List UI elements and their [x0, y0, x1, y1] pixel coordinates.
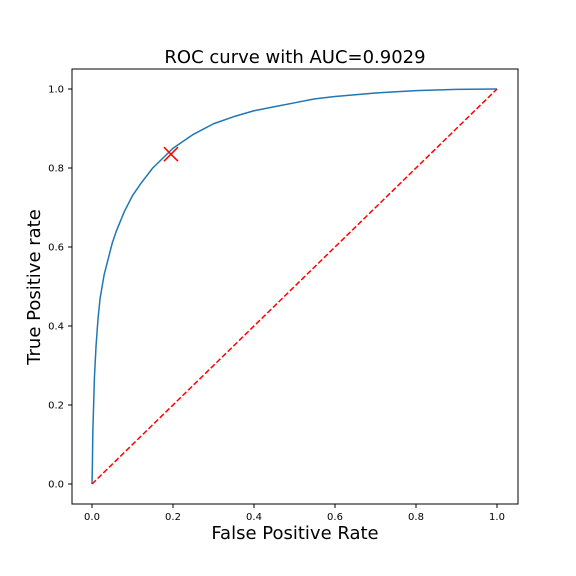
x-tick-label: 0.8	[408, 512, 424, 523]
y-axis: 0.0 0.2 0.4 0.6 0.8 1.0	[48, 85, 72, 491]
y-tick-label: 0.2	[48, 401, 64, 412]
series-layer	[91, 88, 498, 485]
x-tick-label: 0.2	[165, 512, 181, 523]
x-tick-label: 1.0	[489, 512, 505, 523]
roc-curve-line	[91, 88, 498, 485]
plot-frame	[71, 68, 519, 505]
y-tick-label: 0.0	[48, 480, 64, 491]
x-tick-label: 0.0	[84, 512, 100, 523]
threshold-marker	[163, 146, 179, 162]
threshold-marker-stroke-b	[163, 146, 179, 162]
x-tick-label: 0.6	[327, 512, 343, 523]
y-tick-label: 0.4	[48, 322, 64, 333]
diagonal-reference-line	[91, 88, 498, 485]
x-axis: 0.0 0.2 0.4 0.6 0.8 1.0	[84, 504, 505, 523]
marker-layer	[163, 146, 179, 162]
y-axis-label: True Positive rate	[24, 209, 45, 366]
y-tick-label: 0.8	[48, 164, 64, 175]
chart-title: ROC curve with AUC=0.9029	[164, 47, 425, 68]
y-tick-label: 1.0	[48, 85, 64, 96]
y-tick-label: 0.6	[48, 243, 64, 254]
x-axis-label: False Positive Rate	[211, 523, 378, 544]
x-tick-label: 0.4	[246, 512, 262, 523]
